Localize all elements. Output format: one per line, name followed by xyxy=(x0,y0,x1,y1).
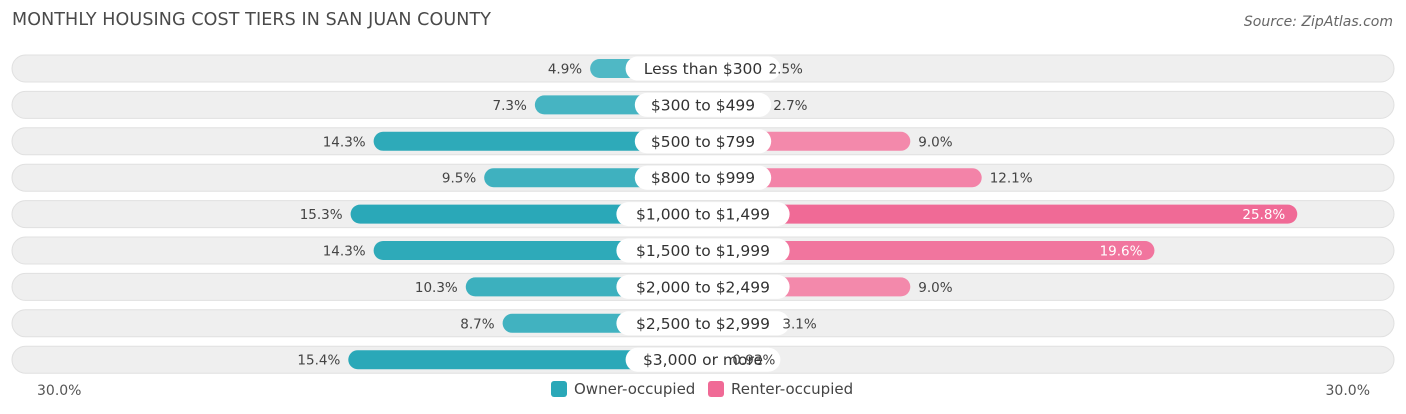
category-pill xyxy=(625,56,781,81)
owner-bar xyxy=(373,131,703,151)
renter-value-label: 2.5% xyxy=(769,62,803,78)
renter-value-label: 9.0% xyxy=(918,280,952,296)
axis-label-right: 30.0% xyxy=(1326,383,1370,399)
owner-bar xyxy=(350,204,703,224)
category-label: $500 to $799 xyxy=(651,133,755,151)
category-label: $1,000 to $1,499 xyxy=(636,206,770,224)
renter-bar xyxy=(703,204,1298,224)
renter-value-label: 9.0% xyxy=(918,134,952,150)
legend-owner-label: Owner-occupied xyxy=(574,380,696,398)
category-label: $2,500 to $2,999 xyxy=(636,315,770,333)
category-pill xyxy=(616,274,790,299)
chart-row: $800 to $999 9.5% 12.1% xyxy=(11,163,1395,192)
category-label: $1,500 to $1,999 xyxy=(636,242,770,260)
chart-row: $1,500 to $1,999 14.3% 19.6% xyxy=(11,236,1395,265)
owner-value-label: 8.7% xyxy=(460,316,494,332)
chart-row: $1,000 to $1,499 15.3% 25.8% xyxy=(11,200,1395,229)
owner-value-label: 15.3% xyxy=(300,207,343,223)
chart-row: $3,000 or more 15.4% 0.93% xyxy=(11,345,1395,374)
owner-value-label: 15.4% xyxy=(297,353,340,369)
category-pill xyxy=(634,129,772,154)
category-label: $800 to $999 xyxy=(651,169,755,187)
category-label: $2,000 to $2,499 xyxy=(636,278,770,296)
owner-value-label: 4.9% xyxy=(548,62,582,78)
renter-bar xyxy=(703,168,982,188)
renter-bar xyxy=(703,241,1155,260)
chart-row: $500 to $799 14.3% 9.0% xyxy=(11,127,1395,156)
legend: Owner-occupied Renter-occupied xyxy=(0,380,1406,400)
category-pill xyxy=(634,92,772,117)
category-pill xyxy=(625,347,781,372)
owner-value-label: 14.3% xyxy=(323,134,366,150)
owner-value-label: 10.3% xyxy=(415,280,458,296)
legend-renter-occupied: Renter-occupied xyxy=(708,380,853,398)
legend-owner-swatch xyxy=(551,381,567,397)
owner-value-label: 7.3% xyxy=(493,98,527,114)
renter-value-label: 2.7% xyxy=(773,98,807,114)
chart-row: $2,000 to $2,499 10.3% 9.0% xyxy=(11,272,1395,301)
chart-row: $300 to $499 7.3% 2.7% xyxy=(11,90,1395,119)
category-pill xyxy=(616,311,790,336)
renter-value-label: 25.8% xyxy=(1242,207,1285,223)
category-pill xyxy=(634,165,772,190)
renter-value-label: 3.1% xyxy=(782,316,816,332)
legend-owner-occupied: Owner-occupied xyxy=(551,380,695,398)
axis-label-left: 30.0% xyxy=(37,383,81,399)
chart-row: $2,500 to $2,999 8.7% 3.1% xyxy=(11,309,1395,338)
category-label: $300 to $499 xyxy=(651,96,755,114)
renter-value-label: 0.93% xyxy=(732,353,775,369)
category-label: $3,000 or more xyxy=(643,351,763,369)
category-label: Less than $300 xyxy=(644,60,763,78)
renter-value-label: 12.1% xyxy=(990,171,1033,187)
owner-value-label: 14.3% xyxy=(323,244,366,260)
legend-renter-swatch xyxy=(708,381,724,397)
owner-value-label: 9.5% xyxy=(442,171,476,187)
chart-title: MONTHLY HOUSING COST TIERS IN SAN JUAN C… xyxy=(12,10,492,30)
chart-row: Less than $300 4.9% 2.5% xyxy=(11,54,1395,83)
legend-renter-label: Renter-occupied xyxy=(731,380,854,398)
category-pill xyxy=(616,238,790,263)
owner-bar xyxy=(348,350,703,370)
category-pill xyxy=(616,202,790,227)
chart-source: Source: ZipAtlas.com xyxy=(1243,14,1393,30)
renter-value-label: 19.6% xyxy=(1100,244,1143,260)
